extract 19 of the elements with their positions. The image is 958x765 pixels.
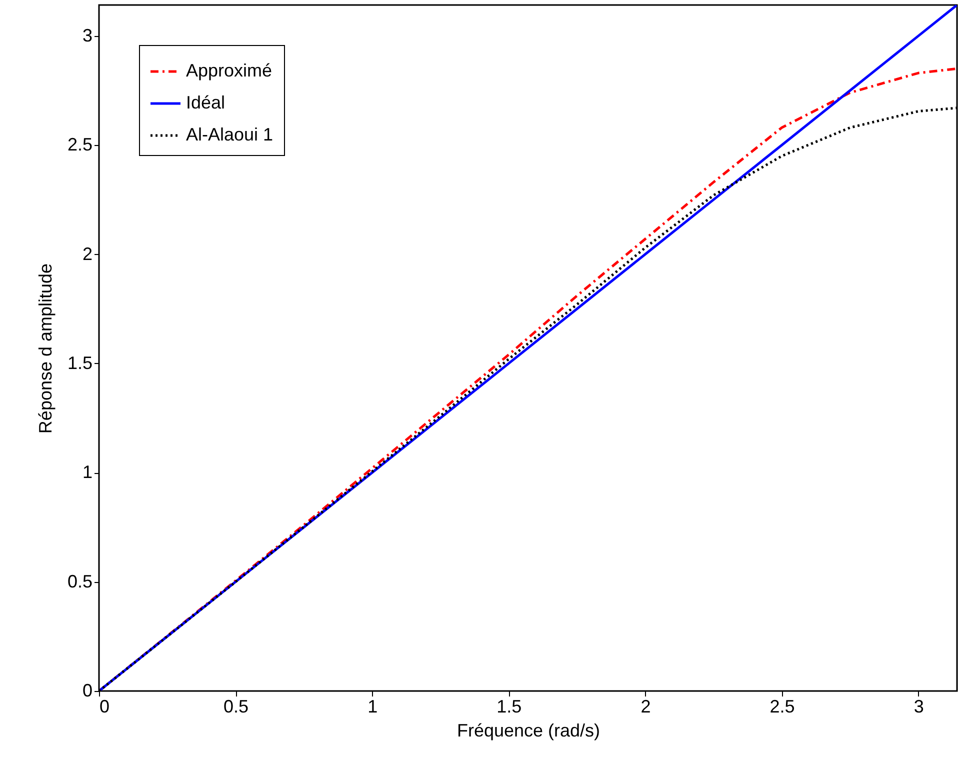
y-tick-label: 1.5: [67, 352, 92, 373]
x-tick-label: 3: [914, 696, 924, 716]
x-tick-label: 2.5: [770, 696, 795, 716]
legend-label: Idéal: [186, 92, 226, 112]
legend-label: Al-Alaoui 1: [186, 124, 274, 144]
x-tick-label: 0: [100, 696, 110, 716]
x-tick-label: 2: [640, 696, 651, 716]
y-tick-label: 2: [82, 244, 92, 264]
y-axis-title: Réponse d amplitude: [35, 263, 56, 434]
x-tick-label: 1: [368, 696, 378, 716]
y-tick-label: 0.5: [67, 571, 92, 592]
x-tick-label: 0.5: [224, 696, 249, 716]
y-tick-label: 0: [82, 680, 92, 700]
legend-label: Approximé: [186, 60, 272, 80]
y-tick-label: 3: [82, 25, 92, 46]
y-tick-label: 2.5: [67, 134, 92, 155]
x-axis-title: Fréquence (rad/s): [456, 720, 600, 740]
y-tick-label: 1: [82, 462, 92, 482]
x-tick-label: 1.5: [496, 696, 522, 716]
